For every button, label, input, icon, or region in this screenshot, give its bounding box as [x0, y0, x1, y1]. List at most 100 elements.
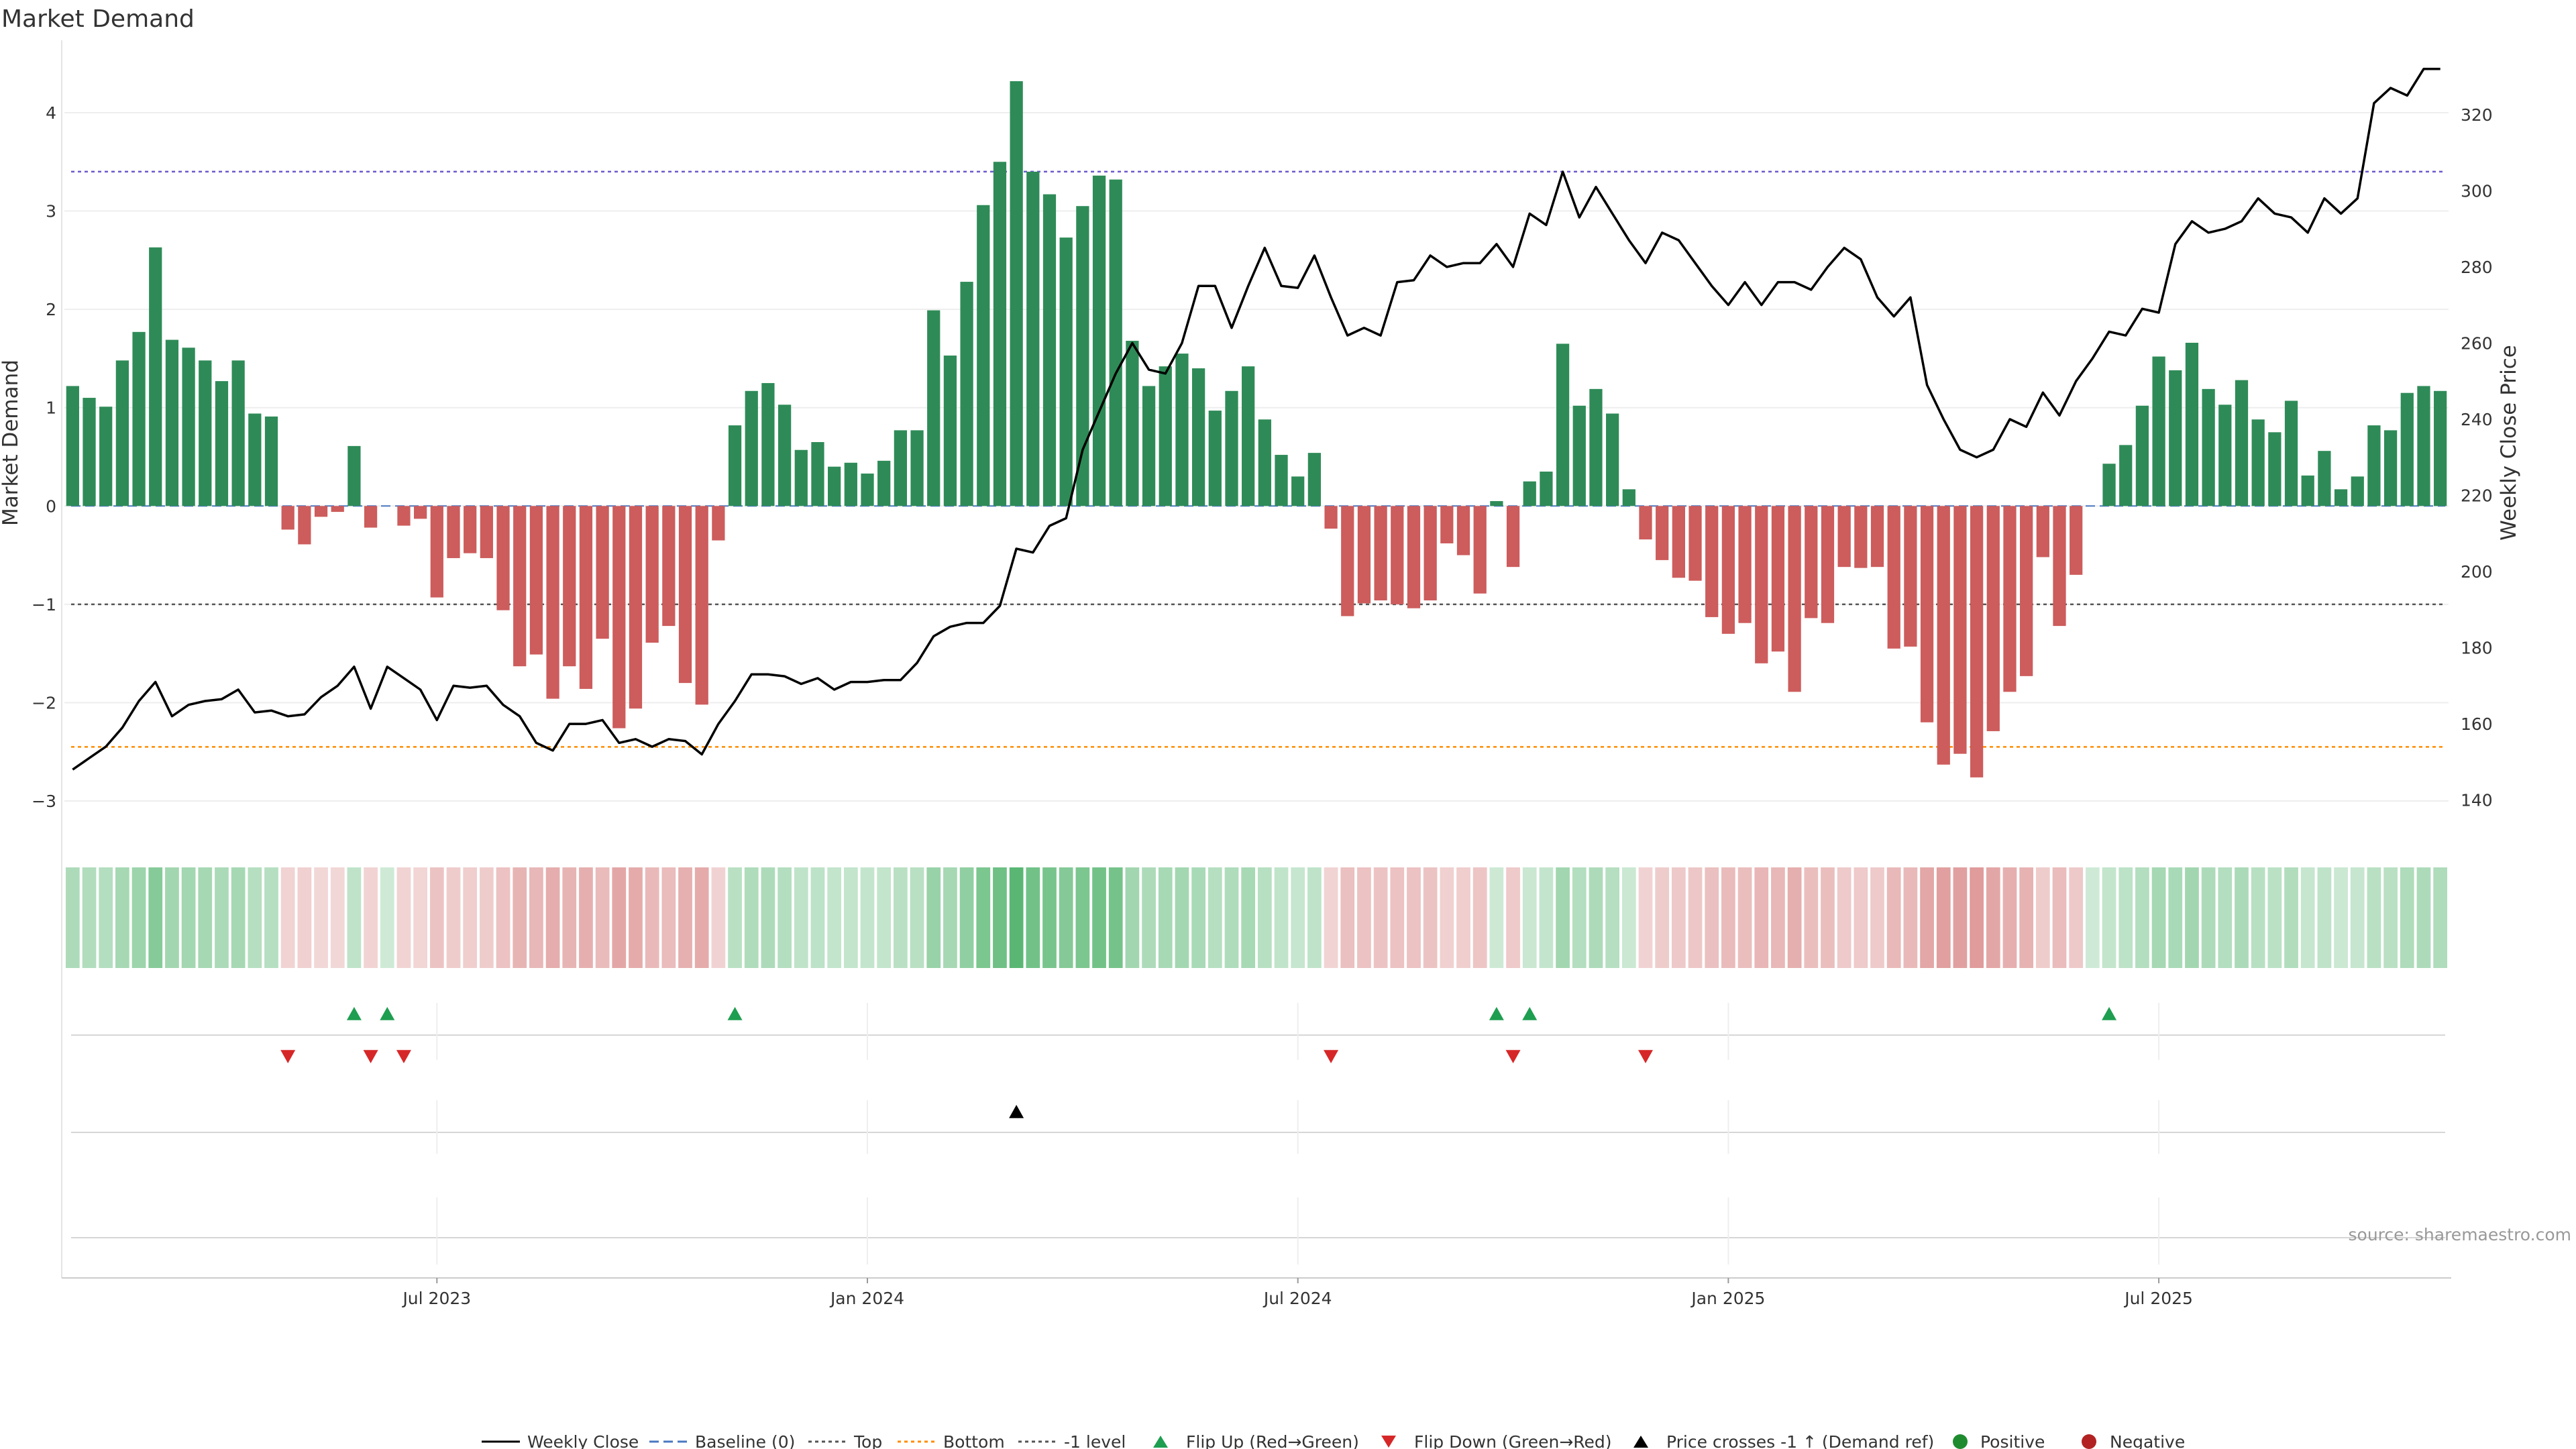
heat-cell — [777, 867, 792, 968]
demand-bar — [695, 506, 708, 705]
demand-bar — [2284, 400, 2298, 506]
heat-cell — [843, 867, 858, 968]
heat-cell — [2400, 867, 2414, 968]
legend-item-price-cross: Price crosses -1 ↑ (Demand ref) — [1633, 1432, 1934, 1449]
flip-up-marker — [727, 1007, 743, 1020]
demand-bar — [894, 430, 907, 506]
heat-cell — [2118, 867, 2133, 968]
heat-cell — [1886, 867, 1901, 968]
heat-cell — [1423, 867, 1438, 968]
heat-cell — [595, 867, 610, 968]
legend-item-negative: Negative — [2082, 1432, 2185, 1449]
legend-item-baseline: Baseline (0) — [649, 1432, 795, 1449]
demand-bar — [1937, 506, 1950, 765]
demand-bar — [1589, 388, 1603, 506]
legend-flip-up-label: Flip Up (Red→Green) — [1186, 1432, 1359, 1449]
heat-cell — [910, 867, 924, 968]
heat-cell — [2019, 867, 2034, 968]
heat-cell — [827, 867, 842, 968]
heat-cell — [2135, 867, 2149, 968]
heat-cell — [1721, 867, 1735, 968]
demand-bar — [2351, 476, 2364, 506]
heat-cell — [1208, 867, 1222, 968]
heat-cell — [2300, 867, 2315, 968]
heat-cell — [1291, 867, 1305, 968]
demand-bar — [364, 506, 378, 528]
heat-cell — [347, 867, 362, 968]
legend-baseline-label: Baseline (0) — [695, 1432, 795, 1449]
heat-cell — [1787, 867, 1802, 968]
demand-bar — [2417, 386, 2430, 506]
flip-up-marker — [380, 1007, 395, 1020]
flip-up-marker — [1522, 1007, 1538, 1020]
heat-cell — [2251, 867, 2265, 968]
heat-cell — [248, 867, 262, 968]
heat-cell — [1903, 867, 1918, 968]
legend-negative-label: Negative — [2110, 1432, 2185, 1449]
heat-cell — [198, 867, 213, 968]
positive-dot-icon — [1953, 1434, 1968, 1449]
demand-bar — [1341, 506, 1354, 616]
demand-bar — [1506, 506, 1520, 568]
demand-bar — [2367, 425, 2381, 506]
heat-cell — [148, 867, 163, 968]
demand-bar — [1805, 506, 1818, 619]
heat-cell — [1589, 867, 1603, 968]
flip-down-marker — [1638, 1050, 1653, 1063]
heat-cell — [1440, 867, 1454, 968]
demand-bar — [910, 430, 924, 506]
demand-bar — [645, 506, 659, 643]
heat-cell — [1688, 867, 1703, 968]
heat-cell — [115, 867, 129, 968]
heat-cell — [1373, 867, 1388, 968]
heat-cell — [612, 867, 627, 968]
heat-cell — [1754, 867, 1769, 968]
x-tick-label: Jul 2025 — [2123, 1289, 2193, 1308]
heat-cell — [264, 867, 278, 968]
demand-bar — [1854, 506, 1868, 568]
heat-cell — [2267, 867, 2282, 968]
heat-cell — [446, 867, 461, 968]
demand-bar — [1242, 366, 1255, 506]
heat-cell — [1854, 867, 1868, 968]
demand-bar — [447, 506, 460, 558]
demand-bar — [2053, 506, 2066, 627]
heat-cell — [1075, 867, 1090, 968]
heat-cell — [1705, 867, 1719, 968]
demand-bar — [728, 425, 742, 506]
demand-bar — [347, 445, 361, 506]
demand-bar — [1258, 419, 1271, 506]
heat-cell — [1522, 867, 1537, 968]
demand-bar — [1142, 386, 1156, 506]
legend-bottom-label: Bottom — [943, 1432, 1005, 1449]
demand-bar — [1225, 390, 1238, 506]
demand-bar — [66, 386, 79, 506]
legend-flip-down-label: Flip Down (Green→Red) — [1414, 1432, 1612, 1449]
demand-bar — [612, 506, 626, 729]
demand-bar — [2202, 388, 2215, 506]
heat-cell — [645, 867, 659, 968]
demand-bar — [430, 506, 443, 598]
heat-cell — [1009, 867, 1024, 968]
demand-bar — [1010, 81, 1023, 506]
heat-cell — [1870, 867, 1884, 968]
legend-minus-one-label: -1 level — [1064, 1432, 1126, 1449]
demand-bar — [1656, 506, 1669, 560]
heat-cell — [1737, 867, 1752, 968]
heat-cell — [1771, 867, 1785, 968]
demand-bar — [927, 310, 941, 506]
demand-bar — [165, 339, 179, 506]
heat-cell — [429, 867, 444, 968]
heat-cell — [562, 867, 577, 968]
heat-cell — [1125, 867, 1140, 968]
heat-cell — [1986, 867, 2000, 968]
heat-cell — [1936, 867, 1951, 968]
demand-bar — [496, 506, 510, 610]
heat-cell — [1456, 867, 1470, 968]
x-axis-ticks: Jul 2023 Jan 2024 Jul 2024 Jan 2025 Jul 2025 — [401, 1278, 2193, 1308]
heat-cell — [1506, 867, 1520, 968]
heat-cell — [2002, 867, 2017, 968]
left-tick-label: 3 — [46, 202, 56, 221]
demand-bar — [1159, 366, 1172, 506]
